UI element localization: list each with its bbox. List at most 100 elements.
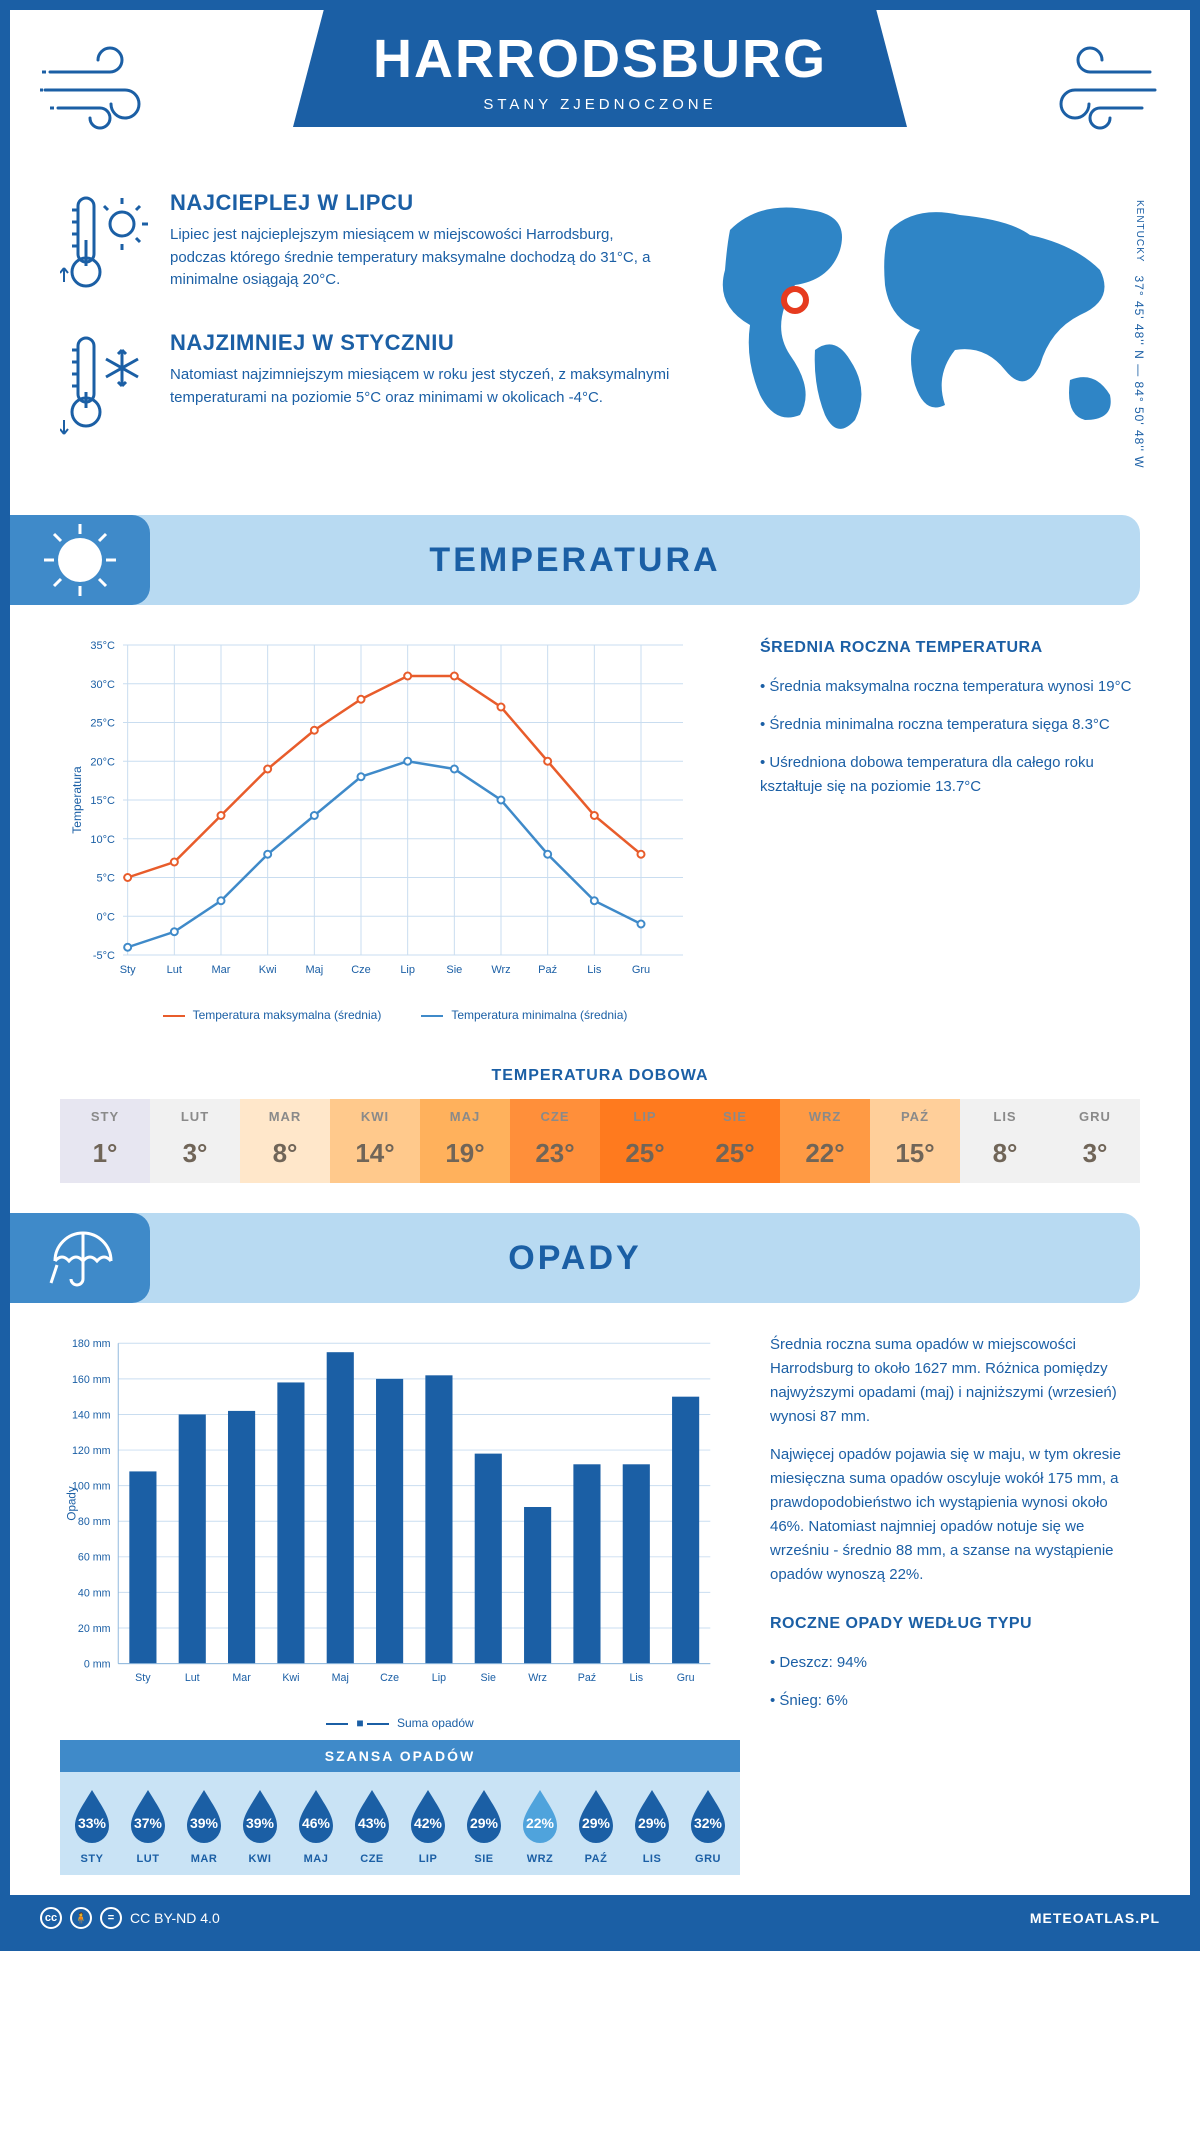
svg-text:32%: 32% xyxy=(694,1815,723,1831)
svg-text:Gru: Gru xyxy=(632,964,650,976)
svg-text:35°C: 35°C xyxy=(90,640,115,652)
temp-cell: MAR8° xyxy=(240,1099,330,1183)
rain-drop: 42%LIP xyxy=(400,1786,456,1865)
thermometer-sun-icon xyxy=(60,190,150,305)
svg-text:Wrz: Wrz xyxy=(528,1672,547,1684)
svg-text:Lip: Lip xyxy=(432,1672,446,1684)
svg-text:140 mm: 140 mm xyxy=(72,1409,111,1421)
svg-text:60 mm: 60 mm xyxy=(78,1552,111,1564)
precip-p2: Najwięcej opadów pojawia się w maju, w t… xyxy=(770,1443,1140,1587)
temp-cell: SIE25° xyxy=(690,1099,780,1183)
temp-cell: LIS8° xyxy=(960,1099,1050,1183)
avg-temp-b1: • Średnia maksymalna roczna temperatura … xyxy=(760,675,1140,699)
avg-temp-b2: • Średnia minimalna roczna temperatura s… xyxy=(760,713,1140,737)
fact-warm-title: NAJCIEPLEJ W LIPCU xyxy=(170,190,670,216)
temperature-banner: TEMPERATURA xyxy=(10,515,1140,605)
precip-side-text: Średnia roczna suma opadów w miejscowośc… xyxy=(770,1333,1140,1875)
by-icon: 🧍 xyxy=(70,1907,92,1929)
svg-text:Lis: Lis xyxy=(587,964,602,976)
rain-drop: 29%LIS xyxy=(624,1786,680,1865)
temperature-section-title: TEMPERATURA xyxy=(150,541,1140,580)
svg-text:Maj: Maj xyxy=(332,1672,349,1684)
svg-text:Sie: Sie xyxy=(481,1672,496,1684)
wind-icon-right xyxy=(1040,42,1160,137)
world-map-icon xyxy=(700,190,1140,450)
temp-cell: CZE23° xyxy=(510,1099,600,1183)
svg-text:Mar: Mar xyxy=(232,1672,251,1684)
fact-warm-text: Lipiec jest najcieplejszym miesiącem w m… xyxy=(170,224,670,292)
temp-cell: LIP25° xyxy=(600,1099,690,1183)
svg-text:15°C: 15°C xyxy=(90,795,115,807)
temp-cell: PAŹ15° xyxy=(870,1099,960,1183)
precip-type-title: ROCZNE OPADY WEDŁUG TYPU xyxy=(770,1611,1140,1637)
svg-text:29%: 29% xyxy=(582,1815,611,1831)
svg-text:-5°C: -5°C xyxy=(93,950,115,962)
wind-icon-left xyxy=(40,42,160,137)
svg-text:Paź: Paź xyxy=(538,964,557,976)
rain-drop: 39%MAR xyxy=(176,1786,232,1865)
city-title: HARRODSBURG xyxy=(373,28,827,90)
thermometer-snow-icon xyxy=(60,330,150,445)
rain-drop: 43%CZE xyxy=(344,1786,400,1865)
svg-text:Gru: Gru xyxy=(677,1672,695,1684)
svg-text:Sie: Sie xyxy=(446,964,462,976)
title-plate: HARRODSBURG STANY ZJEDNOCZONE xyxy=(293,10,907,127)
rain-chance-title: SZANSA OPADÓW xyxy=(60,1740,740,1772)
rain-drop: 22%WRZ xyxy=(512,1786,568,1865)
fact-warmest: NAJCIEPLEJ W LIPCU Lipiec jest najcieple… xyxy=(60,190,670,305)
cc-icon: cc xyxy=(40,1907,62,1929)
svg-text:Mar: Mar xyxy=(212,964,231,976)
temp-cell: WRZ22° xyxy=(780,1099,870,1183)
fact-cold-text: Natomiast najzimniejszym miesiącem w rok… xyxy=(170,364,670,409)
infographic-frame: HARRODSBURG STANY ZJEDNOCZONE xyxy=(0,0,1200,1951)
svg-text:Sty: Sty xyxy=(135,1672,151,1684)
daily-temp-strip: STY1°LUT3°MAR8°KWI14°MAJ19°CZE23°LIP25°S… xyxy=(60,1099,1140,1183)
rain-chance-drops: 33%STY37%LUT39%MAR39%KWI46%MAJ43%CZE42%L… xyxy=(60,1772,740,1875)
precip-section-title: OPADY xyxy=(150,1239,1140,1278)
svg-text:Cze: Cze xyxy=(380,1672,399,1684)
temp-cell: MAJ19° xyxy=(420,1099,510,1183)
svg-text:120 mm: 120 mm xyxy=(72,1445,111,1457)
rain-drop: 39%KWI xyxy=(232,1786,288,1865)
svg-text:39%: 39% xyxy=(190,1815,219,1831)
temperature-chart-row: -5°C0°C5°C10°C15°C20°C25°C30°C35°CStyLut… xyxy=(10,635,1190,1042)
svg-text:Sty: Sty xyxy=(120,964,136,976)
temp-cell: GRU3° xyxy=(1050,1099,1140,1183)
daily-temp-title: TEMPERATURA DOBOWA xyxy=(10,1067,1190,1085)
nd-icon: = xyxy=(100,1907,122,1929)
temperature-side-text: ŚREDNIA ROCZNA TEMPERATURA • Średnia mak… xyxy=(760,635,1140,1022)
svg-text:Lut: Lut xyxy=(185,1672,200,1684)
svg-text:Kwi: Kwi xyxy=(282,1672,299,1684)
coordinates-label: KENTUCKY 37° 45' 48'' N — 84° 50' 48'' W xyxy=(1132,200,1146,469)
precip-legend: ■ Suma opadów xyxy=(60,1716,740,1730)
svg-text:5°C: 5°C xyxy=(97,873,116,885)
rain-drop: 29%PAŹ xyxy=(568,1786,624,1865)
precip-snow: • Śnieg: 6% xyxy=(770,1689,1140,1713)
svg-text:29%: 29% xyxy=(638,1815,667,1831)
svg-text:39%: 39% xyxy=(246,1815,275,1831)
facts-column: NAJCIEPLEJ W LIPCU Lipiec jest najcieple… xyxy=(60,190,670,470)
rain-drop: 37%LUT xyxy=(120,1786,176,1865)
svg-text:20 mm: 20 mm xyxy=(78,1623,111,1635)
umbrella-icon xyxy=(10,1213,150,1303)
temperature-line-chart: -5°C0°C5°C10°C15°C20°C25°C30°C35°CStyLut… xyxy=(60,635,730,1022)
svg-text:Paź: Paź xyxy=(578,1672,596,1684)
rain-drop: 33%STY xyxy=(64,1786,120,1865)
svg-text:37%: 37% xyxy=(134,1815,163,1831)
temp-cell: STY1° xyxy=(60,1099,150,1183)
temp-cell: KWI14° xyxy=(330,1099,420,1183)
footer: cc 🧍 = CC BY-ND 4.0 METEOATLAS.PL xyxy=(10,1895,1190,1941)
svg-text:33%: 33% xyxy=(78,1815,107,1831)
svg-text:20°C: 20°C xyxy=(90,756,115,768)
svg-text:43%: 43% xyxy=(358,1815,387,1831)
svg-text:10°C: 10°C xyxy=(90,834,115,846)
sun-icon xyxy=(10,515,150,605)
precip-banner: OPADY xyxy=(10,1213,1140,1303)
svg-text:160 mm: 160 mm xyxy=(72,1374,111,1386)
avg-temp-title: ŚREDNIA ROCZNA TEMPERATURA xyxy=(760,635,1140,661)
license-block: cc 🧍 = CC BY-ND 4.0 xyxy=(40,1907,220,1929)
fact-coldest: NAJZIMNIEJ W STYCZNIU Natomiast najzimni… xyxy=(60,330,670,445)
svg-text:25°C: 25°C xyxy=(90,718,115,730)
site-name: METEOATLAS.PL xyxy=(1030,1910,1160,1926)
temp-cell: LUT3° xyxy=(150,1099,240,1183)
